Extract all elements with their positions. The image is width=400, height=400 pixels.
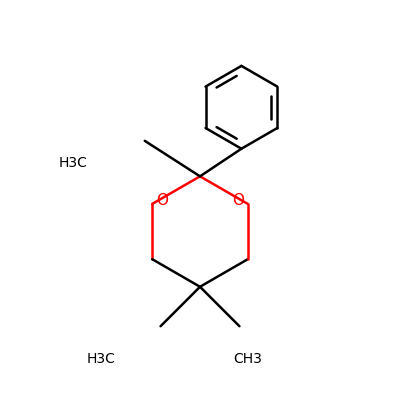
Text: O: O <box>232 193 244 208</box>
Text: CH3: CH3 <box>233 352 262 366</box>
Text: H3C: H3C <box>59 156 88 170</box>
Text: H3C: H3C <box>87 352 116 366</box>
Text: O: O <box>156 193 168 208</box>
